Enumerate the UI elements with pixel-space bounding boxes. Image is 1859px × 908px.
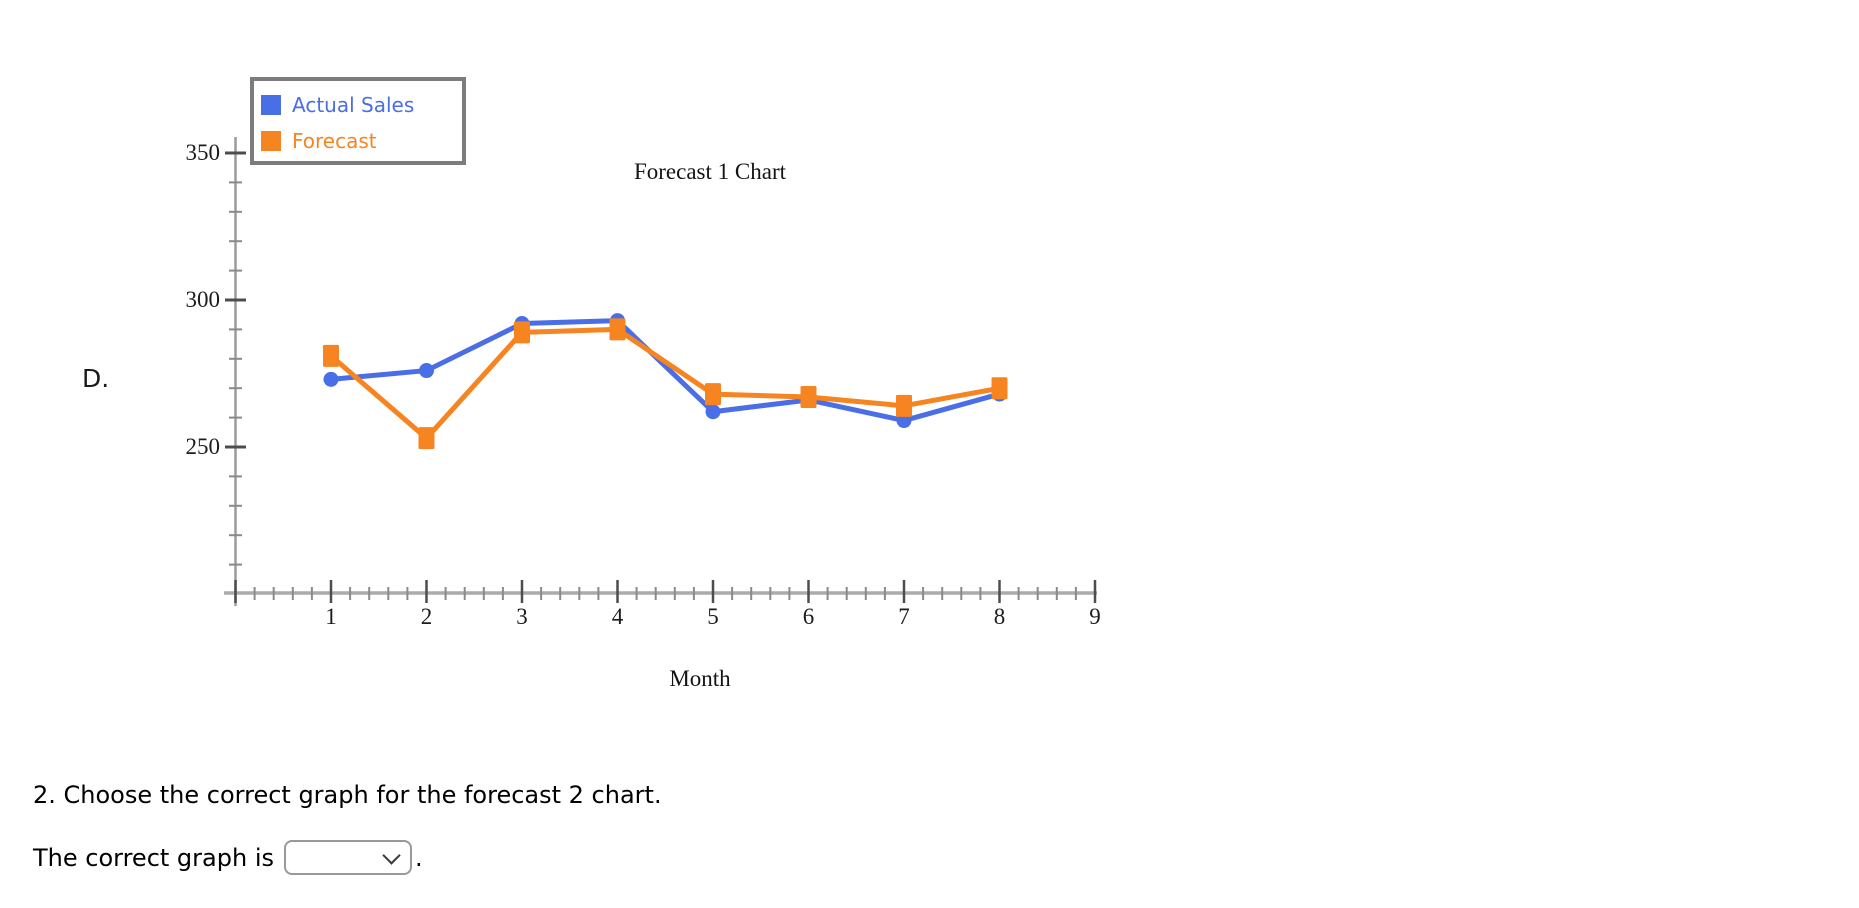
question-prompt: 2. Choose the correct graph for the fore… xyxy=(33,781,662,809)
data-point-marker xyxy=(514,316,530,332)
chart-legend: Actual Sales Forecast xyxy=(250,77,466,165)
y-tick-label: 300 xyxy=(185,287,221,312)
graph-choice-select[interactable] xyxy=(283,840,412,875)
answer-prefix-text: The correct graph is xyxy=(33,843,274,872)
series-line xyxy=(328,318,1002,424)
data-point-marker xyxy=(992,386,1007,402)
legend-item: Forecast xyxy=(261,126,462,156)
legend-label: Forecast xyxy=(292,129,377,153)
data-point-marker xyxy=(705,383,721,406)
x-tick-label: 2 xyxy=(420,604,433,629)
y-tick-label: 350 xyxy=(185,140,221,165)
data-point-marker xyxy=(514,321,530,344)
data-point-marker xyxy=(896,413,912,429)
answer-suffix-text: . xyxy=(414,843,423,872)
x-tick-label: 6 xyxy=(802,604,815,629)
data-point-marker xyxy=(705,404,721,420)
data-point-marker xyxy=(323,344,339,367)
data-point-marker xyxy=(419,363,434,379)
data-point-marker xyxy=(418,427,435,450)
legend-rows: Actual Sales Forecast xyxy=(254,90,462,156)
series-line xyxy=(328,326,1002,441)
x-tick-label: 8 xyxy=(993,604,1006,629)
x-tick-label: 4 xyxy=(611,604,624,629)
x-tick-label: 7 xyxy=(898,604,910,629)
x-tick-label: 5 xyxy=(707,604,719,629)
x-axis-title: Month xyxy=(669,666,731,691)
legend-item: Actual Sales xyxy=(261,90,462,120)
data-point-marker xyxy=(610,313,625,329)
data-point-marker xyxy=(609,318,626,341)
legend-label: Actual Sales xyxy=(292,93,415,117)
x-tick-label: 9 xyxy=(1089,604,1101,629)
data-point-marker xyxy=(801,392,816,408)
option-label: D. xyxy=(82,364,110,393)
graph-select-wrap xyxy=(283,840,412,875)
data-point-marker xyxy=(800,386,817,409)
legend-swatch-icon xyxy=(261,95,281,115)
x-tick-label: 3 xyxy=(516,604,528,629)
answer-line: The correct graph is . xyxy=(33,840,423,875)
data-point-marker xyxy=(991,377,1008,400)
legend-swatch-icon xyxy=(261,131,281,151)
y-tick-label: 250 xyxy=(185,434,221,459)
data-point-marker xyxy=(323,371,339,387)
x-tick-label: 1 xyxy=(325,604,337,629)
chart-title: Forecast 1 Chart xyxy=(633,159,786,184)
data-point-marker xyxy=(896,394,912,417)
